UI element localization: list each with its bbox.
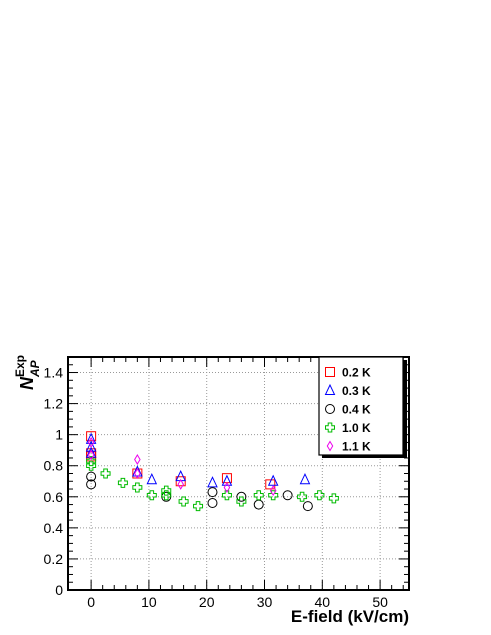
- data-point-1-0-k: [86, 460, 97, 471]
- data-point-0-4-k: [86, 471, 97, 482]
- data-point-0-4-k: [253, 499, 264, 510]
- data-point-0-4-k: [236, 491, 247, 502]
- legend-label-0-2-k: 0.2 K: [342, 366, 371, 380]
- x-tick-label: 40: [315, 594, 331, 610]
- data-point-1-0-k: [132, 482, 143, 493]
- data-point-1-0-k: [236, 496, 247, 507]
- data-point-0-4-k: [86, 479, 97, 490]
- legend-label-0-3-k: 0.3 K: [342, 384, 371, 398]
- y-axis-title: N AP Exp: [13, 355, 42, 390]
- data-point-1-1-k: [134, 454, 141, 465]
- data-point-1-1-k: [87, 449, 95, 461]
- x-tick-label: 20: [199, 594, 215, 610]
- data-point-0-3-k: [85, 446, 97, 458]
- y-tick-label: 0: [55, 582, 63, 598]
- y-tick-label: 0.6: [44, 489, 64, 505]
- data-point-0-2-k: [265, 479, 276, 490]
- y-tick-label: 1.2: [44, 396, 64, 412]
- data-point-0-4-k: [282, 490, 293, 501]
- data-point-1-0-k: [100, 468, 111, 479]
- data-point-1-0-k: [328, 493, 339, 504]
- data-point-0-4-k: [207, 487, 218, 498]
- data-point-1-0-k: [146, 490, 157, 501]
- data-point-1-0-k: [297, 491, 308, 502]
- legend-label-1-0-k: 1.0 K: [342, 421, 371, 435]
- data-point-0-3-k: [85, 432, 97, 444]
- y-tick-label: 1.4: [44, 365, 64, 381]
- y-tick-label: 0.4: [44, 520, 64, 536]
- legend-box: [318, 356, 404, 456]
- data-point-0-3-k: [299, 473, 311, 485]
- data-point-1-0-k: [178, 496, 189, 507]
- data-point-0-2-k: [175, 476, 186, 487]
- y-tick-label: 0.8: [44, 458, 64, 474]
- data-point-0-3-k: [132, 465, 143, 477]
- data-point-1-0-k: [221, 490, 232, 501]
- data-point-0-4-k: [302, 501, 313, 512]
- legend-marker-0-3-k: [324, 383, 336, 395]
- x-tick-label: 0: [87, 594, 95, 610]
- legend-label-0-4-k: 0.4 K: [342, 403, 371, 417]
- data-point-1-0-k: [314, 490, 325, 501]
- data-point-1-0-k: [86, 456, 97, 467]
- legend-marker-0-4-k: [325, 404, 335, 414]
- x-tick-label: 10: [141, 594, 157, 610]
- data-point-1-1-k: [269, 485, 277, 497]
- data-point-1-0-k: [117, 477, 128, 488]
- data-point-1-0-k: [161, 490, 172, 501]
- data-point-0-3-k: [221, 474, 233, 486]
- data-point-0-3-k: [146, 473, 158, 485]
- data-point-1-1-k: [223, 482, 231, 493]
- x-axis-title: E-field (kV/cm): [291, 607, 409, 626]
- legend-marker-1-1-k: [326, 440, 334, 452]
- legend: 0.2 K 0.3 K 0.4 K 1.0 K 1.1 K: [318, 356, 407, 458]
- tick-labels: 0 10 20 30 40 50 0 0.2 0.4 0.6 0.8 1 1.2 1.4: [44, 365, 389, 610]
- data-point-0-3-k: [207, 476, 218, 488]
- data-point-1-0-k: [268, 490, 279, 501]
- x-tick-label: 50: [372, 594, 388, 610]
- legend-marker-0-2-k: [325, 367, 335, 377]
- data-point-1-1-k: [87, 436, 95, 448]
- y-axis-title-sub: AP: [28, 359, 42, 378]
- y-tick-label: 1: [55, 427, 63, 443]
- y-axis-title-main: N: [17, 376, 37, 390]
- data-point-1-0-k: [253, 490, 264, 501]
- legend-marker-1-0-k: [325, 422, 335, 433]
- data-point-1-1-k: [177, 478, 184, 490]
- legend-label-1-1-k: 1.1 K: [342, 440, 371, 454]
- y-tick-label: 0.2: [44, 551, 64, 567]
- data-point-0-4-k: [207, 498, 218, 509]
- x-tick-label: 30: [257, 594, 273, 610]
- data-points: [85, 431, 339, 512]
- data-point-1-1-k: [134, 468, 141, 479]
- data-point-1-0-k: [161, 485, 172, 496]
- data-point-1-0-k: [193, 501, 204, 512]
- data-point-0-3-k: [267, 474, 279, 486]
- y-axis-title-sup: Exp: [13, 355, 27, 377]
